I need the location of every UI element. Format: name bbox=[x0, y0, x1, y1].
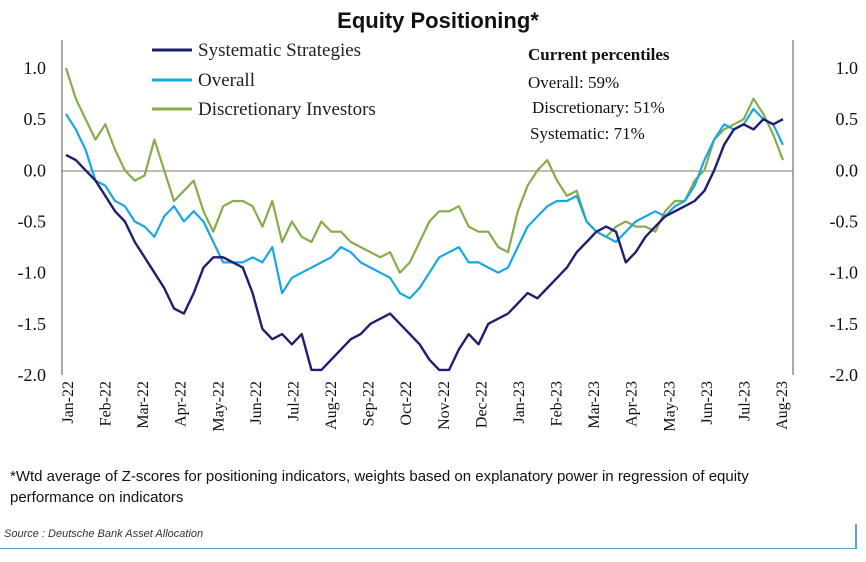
percentiles-heading: Current percentiles bbox=[528, 45, 670, 64]
percentile-discretionary: Discretionary: 51% bbox=[532, 98, 665, 117]
x-tick-label: Jul-23 bbox=[736, 381, 753, 421]
x-tick-label: Apr-23 bbox=[624, 381, 641, 427]
series-line-discretionary bbox=[64, 67, 785, 274]
percentile-systematic: Systematic: 71% bbox=[530, 124, 645, 143]
x-tick-label: Apr-22 bbox=[173, 381, 190, 427]
y-axis-right: 1.0 0.5 0.0 -0.5 -1.0 -1.5 -2.0 bbox=[830, 58, 859, 385]
y-tick-right: 1.0 bbox=[836, 58, 859, 78]
x-tick-label: Jan-22 bbox=[60, 381, 77, 424]
y-tick-left: -2.0 bbox=[18, 365, 47, 385]
y-tick-left: -1.0 bbox=[18, 263, 47, 283]
y-tick-left: -0.5 bbox=[18, 212, 47, 232]
x-axis: Jan-22 Feb-22 Mar-22 Apr-22 May-22 Jun-22 Jul-… bbox=[60, 381, 791, 432]
y-tick-right: 0.5 bbox=[836, 109, 859, 129]
y-tick-right: -1.5 bbox=[830, 314, 859, 334]
series-line-overall bbox=[65, 107, 784, 300]
legend-label-systematic: Systematic Strategies bbox=[198, 40, 361, 61]
y-tick-right: 0.0 bbox=[836, 160, 859, 180]
y-tick-right: -1.0 bbox=[830, 263, 859, 283]
chart-axes bbox=[61, 40, 794, 375]
x-tick-label: Sep-22 bbox=[361, 381, 378, 426]
x-tick-label: May-22 bbox=[210, 381, 227, 432]
x-tick-label: Jan-23 bbox=[511, 381, 528, 424]
y-tick-right: -2.0 bbox=[830, 365, 859, 385]
x-tick-label: Aug-23 bbox=[774, 381, 791, 430]
x-tick-label: Jun-23 bbox=[699, 381, 716, 425]
x-tick-label: Mar-22 bbox=[135, 381, 152, 429]
percentile-overall: Overall: 59% bbox=[528, 73, 619, 92]
x-tick-label: Nov-22 bbox=[436, 381, 453, 430]
x-tick-label: Jun-22 bbox=[248, 381, 265, 425]
x-tick-label: Jul-22 bbox=[285, 381, 302, 421]
y-tick-right: -0.5 bbox=[830, 212, 859, 232]
source-divider bbox=[0, 548, 856, 549]
x-tick-label: May-23 bbox=[661, 381, 678, 432]
x-tick-label: Mar-23 bbox=[586, 381, 603, 429]
y-tick-left: -1.5 bbox=[18, 314, 47, 334]
series-line-systematic bbox=[65, 118, 784, 372]
source-note: Source : Deutsche Bank Asset Allocation bbox=[4, 528, 204, 540]
legend: Systematic Strategies Overall Discretion… bbox=[152, 40, 376, 120]
x-tick-label: Feb-23 bbox=[549, 381, 566, 426]
x-tick-label: Aug-22 bbox=[323, 381, 340, 430]
y-axis-left: 1.0 0.5 0.0 -0.5 -1.0 -1.5 -2.0 bbox=[18, 58, 47, 385]
y-tick-left: 0.0 bbox=[24, 160, 47, 180]
chart-title: Equity Positioning* bbox=[337, 8, 539, 33]
x-tick-label: Dec-22 bbox=[473, 381, 490, 428]
source-divider-accent bbox=[855, 524, 857, 549]
x-tick-label: Oct-22 bbox=[398, 381, 415, 425]
y-tick-left: 1.0 bbox=[24, 58, 47, 78]
x-tick-label: Feb-22 bbox=[98, 381, 115, 426]
series-lines bbox=[64, 67, 785, 372]
y-tick-left: 0.5 bbox=[24, 109, 47, 129]
footnote: *Wtd average of Z-scores for positioning… bbox=[10, 468, 749, 506]
legend-label-discretionary: Discretionary Investors bbox=[198, 99, 376, 120]
legend-label-overall: Overall bbox=[198, 70, 255, 91]
current-percentiles: Current percentiles Overall: 59% Discret… bbox=[528, 45, 670, 143]
